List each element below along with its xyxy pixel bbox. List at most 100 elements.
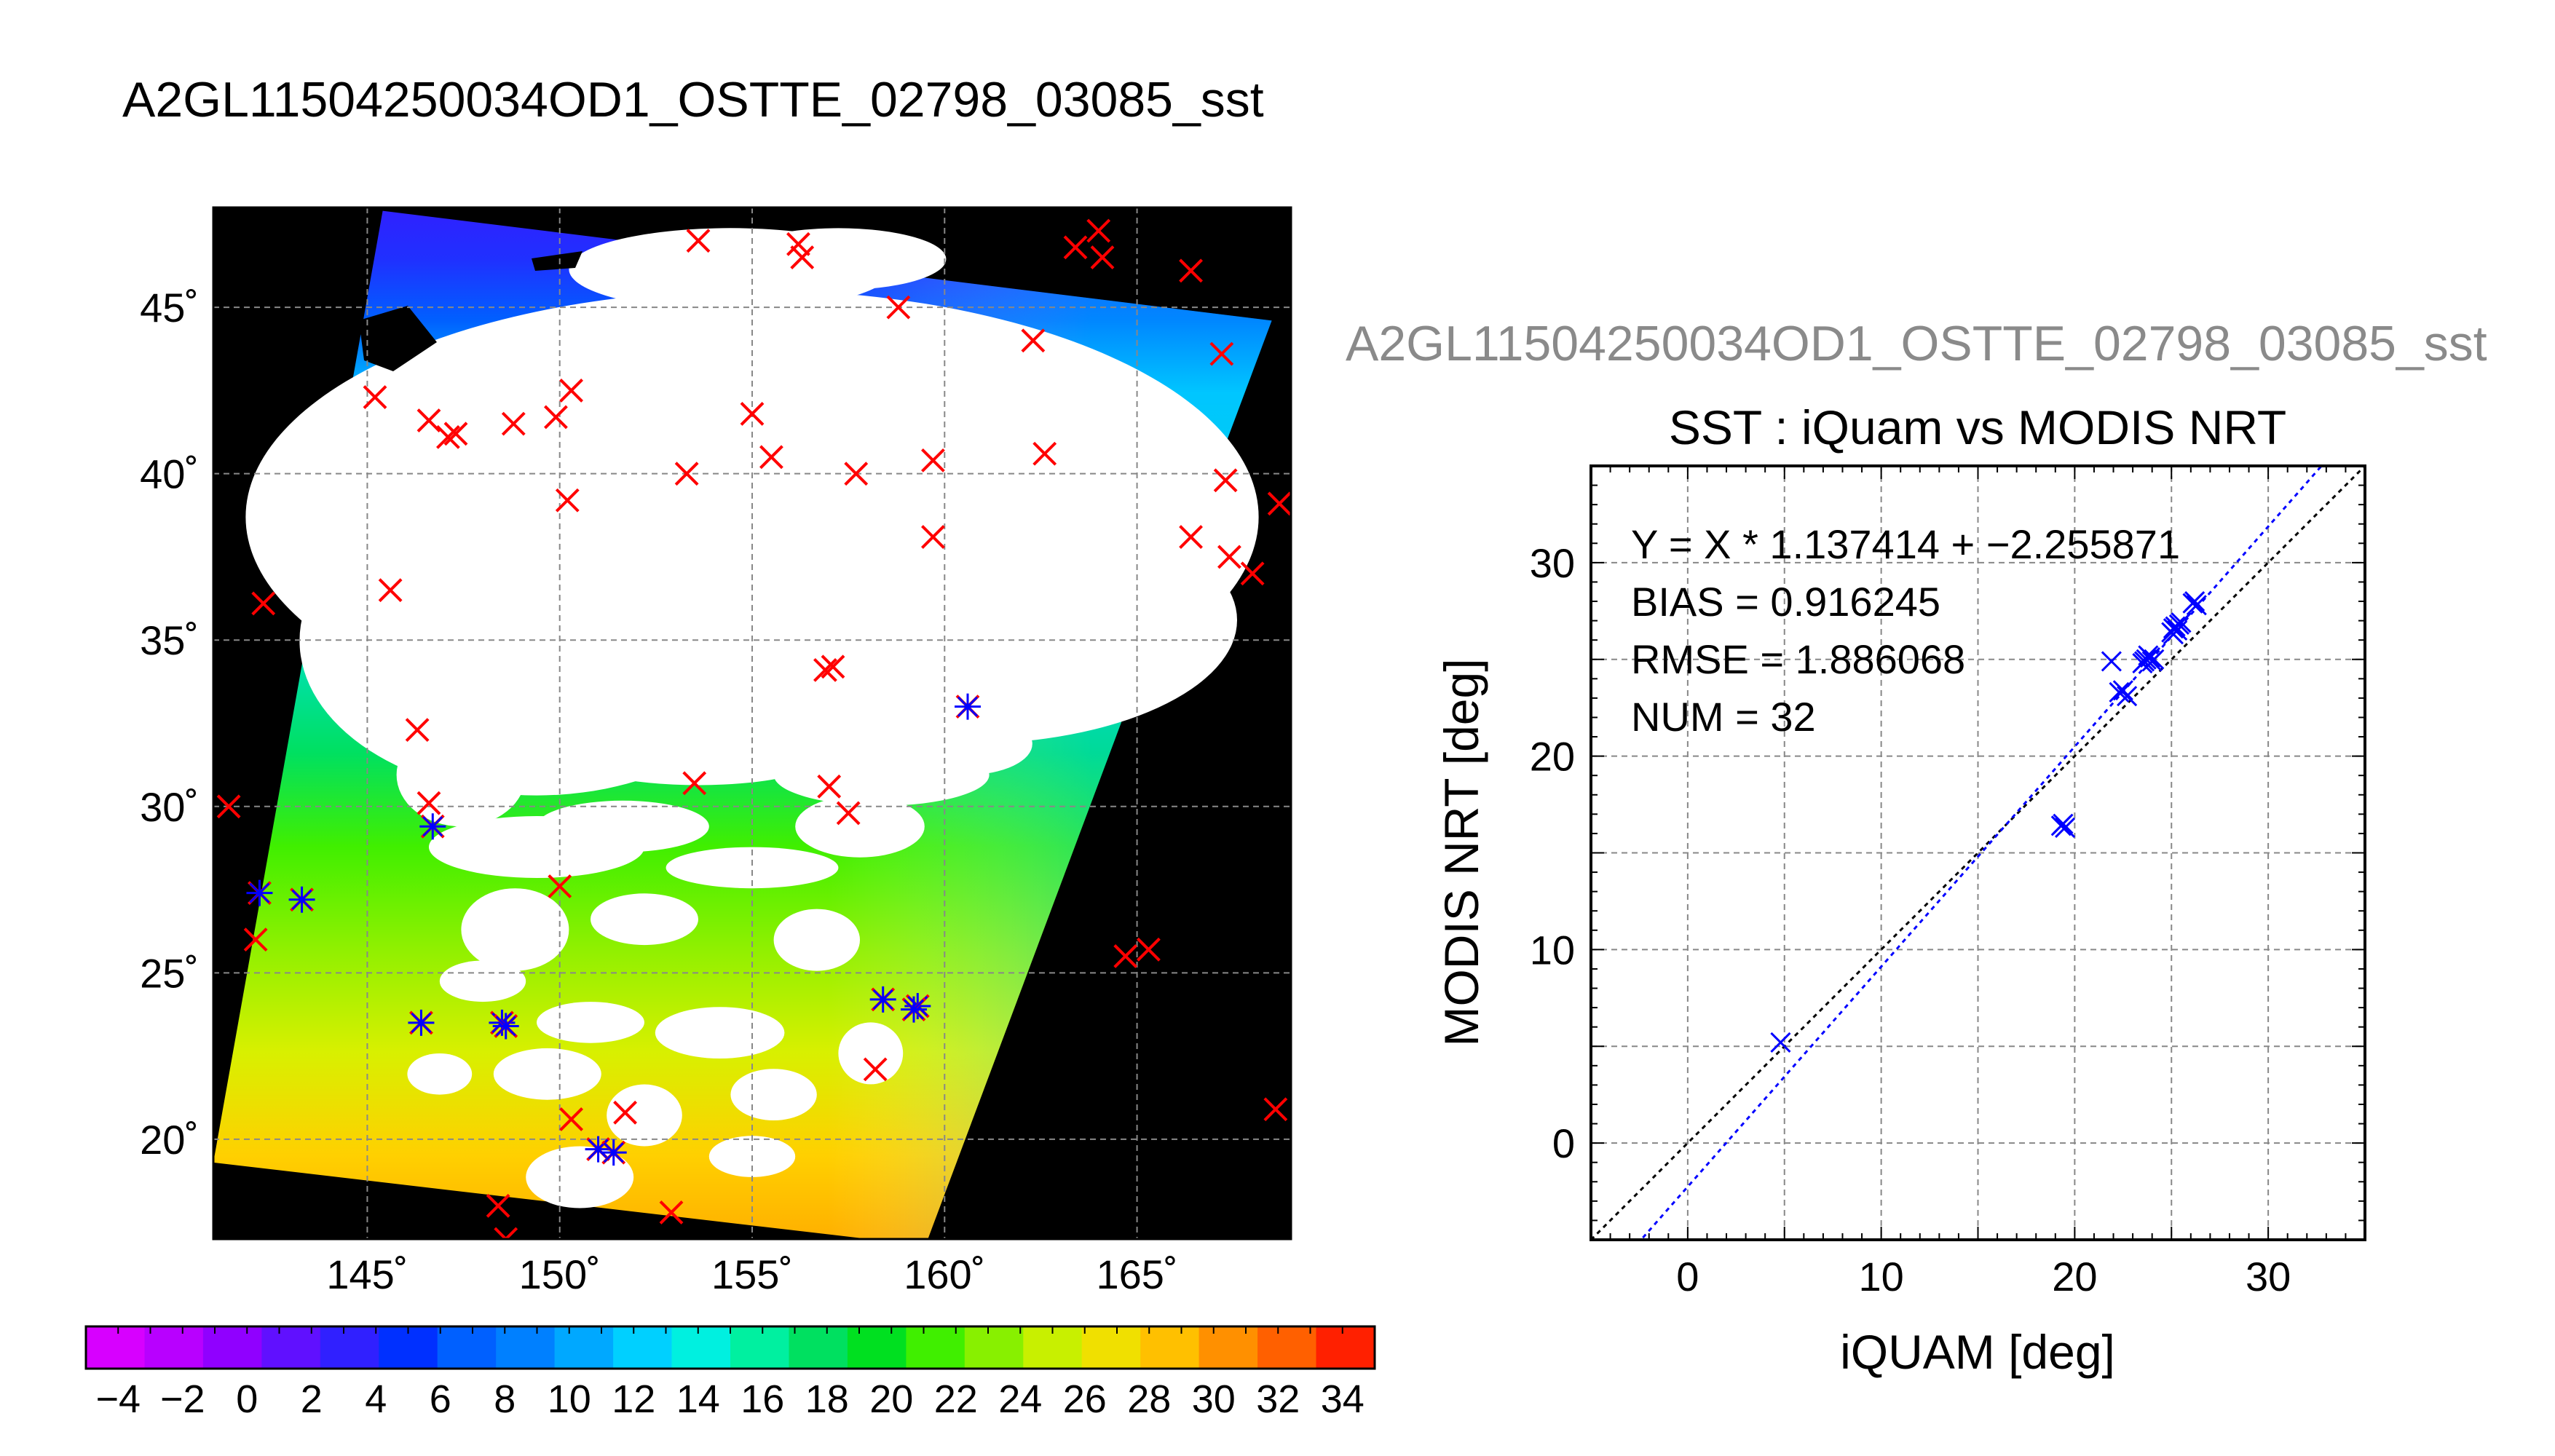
colorbar-tick-label: 4	[365, 1377, 387, 1421]
land-shape	[532, 251, 583, 271]
colorbar-tick-label: 10	[548, 1377, 591, 1421]
matchup-marker	[494, 1227, 518, 1239]
map-frame	[212, 206, 1292, 1241]
matchup-marker	[1263, 1097, 1288, 1122]
map-y-tick-label: 35˚	[140, 617, 199, 663]
colorbar-tick-label: 20	[869, 1377, 913, 1421]
scatter-annotation: RMSE = 1.886068	[1631, 636, 1965, 682]
matchup-marker	[555, 488, 580, 513]
cloud-blob	[493, 1048, 601, 1100]
side-title: A2GL11504250034OD1_OSTTE_02798_03085_sst	[1346, 316, 2487, 371]
matchup-marker	[613, 1100, 637, 1125]
cloud-blob	[607, 1084, 682, 1147]
colorbar-cell	[202, 1326, 263, 1369]
matchup-marker	[821, 654, 845, 679]
colorbar-cell	[86, 1326, 146, 1369]
matchup-marker	[659, 1200, 684, 1224]
colorbar-tick-label: 26	[1063, 1377, 1107, 1421]
colorbar-tick-label: 22	[934, 1377, 978, 1421]
colorbar-cell	[613, 1326, 673, 1369]
colorbar-tick-label: 18	[805, 1377, 849, 1421]
matchup-marker	[759, 445, 783, 470]
matchup-marker	[1209, 341, 1234, 366]
matchup-marker	[1179, 258, 1203, 283]
colorbar-cell	[1140, 1326, 1200, 1369]
matchup-marker	[1267, 491, 1291, 516]
scatter-point	[2186, 595, 2207, 616]
matchup-marker	[251, 591, 276, 616]
regression-matchup-marker	[288, 886, 315, 913]
cloud-blob	[396, 723, 526, 827]
map-y-tick-labels: 20˚ 25˚ 30˚ 35˚ 40˚ 45˚	[140, 285, 199, 1163]
colorbar-cell	[671, 1326, 731, 1369]
colorbar-tick-label: 32	[1256, 1377, 1300, 1421]
colorbar-tick-label: 6	[430, 1377, 451, 1421]
scatter-point	[2117, 686, 2138, 707]
cloud-blob	[493, 687, 752, 760]
colorbar-cell	[730, 1326, 790, 1369]
matchup-marker	[416, 408, 441, 432]
matchup-markers	[216, 218, 1291, 1239]
matchup-marker	[674, 462, 699, 486]
scatter-x-tick-label: 30	[2246, 1254, 2291, 1299]
matchup-marker	[1090, 245, 1115, 269]
colorbar-cell	[437, 1326, 497, 1369]
regression-matchup-marker	[408, 1009, 435, 1036]
matchup-marker	[416, 791, 441, 815]
matchup-marker	[817, 774, 842, 799]
matchup-marker	[405, 718, 430, 743]
colorbar-cells	[86, 1326, 1375, 1369]
map-x-tick-label: 145˚	[326, 1251, 408, 1297]
matchup-marker	[1032, 441, 1057, 466]
matchup-marker	[682, 771, 707, 796]
colorbar-tick-labels: −4 −2 0 2 4 6 8 10 12 14 16 18 20 22 24 26 28 30 32 34	[95, 1377, 1364, 1421]
scatter-y-tick-label: 30	[1530, 540, 1575, 586]
regression-matchup-markers	[246, 693, 981, 1166]
cloud-blob	[730, 1069, 817, 1120]
regression-matchup-marker	[492, 1013, 519, 1040]
cloud-blob	[795, 795, 925, 858]
scatter-title: SST : iQuam vs MODIS NRT	[1669, 400, 2286, 454]
scatter-point	[2165, 616, 2186, 637]
colorbar-cell	[964, 1326, 1024, 1369]
colorbar-tick-label: 0	[236, 1377, 258, 1421]
regression-matchup-marker	[585, 1136, 612, 1163]
colorbar-cell	[496, 1326, 556, 1369]
matchup-marker	[836, 801, 861, 826]
scatter-point	[2112, 680, 2133, 701]
matchup-marker	[790, 245, 815, 269]
map-y-tick-label: 25˚	[140, 950, 199, 996]
cloud-blob	[461, 888, 569, 971]
matchup-marker	[1213, 468, 1238, 493]
cloud-blob	[903, 713, 1032, 775]
colorbar-tick-label: 16	[741, 1377, 784, 1421]
scatter-point	[2184, 590, 2205, 612]
colorbar-tick-label: 12	[612, 1377, 655, 1421]
map-x-tick-label: 160˚	[904, 1251, 985, 1297]
scatter-point	[2138, 645, 2159, 666]
map-x-tick-label: 150˚	[519, 1251, 601, 1297]
matchup-marker	[844, 462, 869, 486]
cloud-blob	[666, 847, 839, 889]
one-to-one-line	[1591, 466, 2365, 1240]
map-grid	[213, 207, 1291, 1239]
cloud-blob	[526, 1146, 634, 1208]
colorbar-tick-label: −2	[160, 1377, 205, 1421]
matchup-marker	[1021, 328, 1046, 353]
colorbar: −4 −2 0 2 4 6 8 10 12 14 16 18 20 22 24 26 28 30 32 34	[84, 1325, 1376, 1421]
scatter-y-tick-labels: 0 10 20 30	[1530, 540, 1575, 1166]
scatter-annotation: BIAS = 0.916245	[1631, 579, 1940, 625]
colorbar-cell	[789, 1326, 848, 1369]
cloud-blob	[838, 1022, 904, 1085]
matchup-marker	[501, 411, 526, 436]
cloud-blob	[537, 1002, 644, 1043]
colorbar-tick-label: 14	[676, 1377, 720, 1421]
colorbar-tick-label: 24	[998, 1377, 1042, 1421]
matchup-marker	[1113, 944, 1138, 968]
cloud-blob	[439, 960, 526, 1002]
scatter-y-tick-label: 0	[1552, 1120, 1575, 1166]
colorbar-tick-label: −4	[95, 1377, 141, 1421]
colorbar-cell	[1198, 1326, 1258, 1369]
matchup-marker	[863, 1057, 888, 1082]
scatter-point	[2133, 651, 2155, 672]
